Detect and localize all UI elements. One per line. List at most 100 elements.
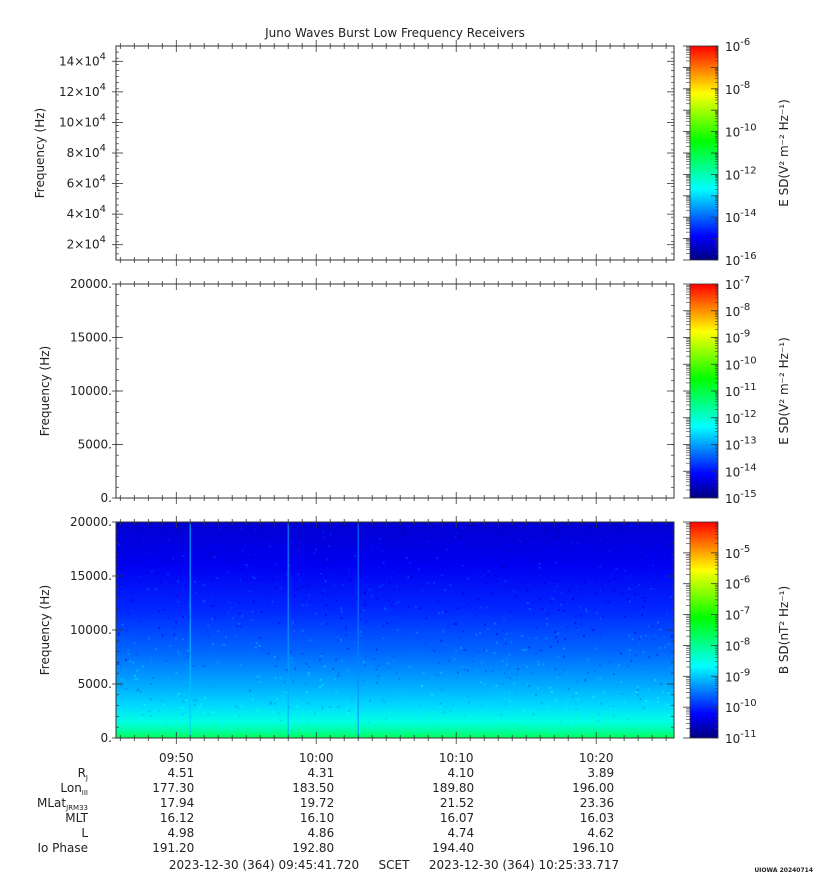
panel-2-colorbar-label: E SD(V² m⁻² Hz⁻¹) [777, 337, 791, 445]
spectrogram-pixel [142, 598, 145, 601]
spectrogram-pixel [640, 714, 643, 717]
spectrogram-pixel [395, 602, 398, 605]
colorbar-tick-label: 10-14 [725, 208, 757, 225]
spectrogram-pixel [563, 735, 565, 738]
spectrogram-pixel [351, 697, 353, 700]
spectrogram-pixel [478, 533, 481, 536]
spectrogram-pixel [251, 610, 254, 613]
ephemeris-value: 189.80 [432, 781, 475, 795]
spectrogram-pixel [422, 563, 425, 566]
spectrogram-pixel [662, 660, 665, 663]
spectrogram-pixel [295, 620, 298, 623]
spectrogram-pixel [618, 691, 620, 694]
spectrogram-pixel [238, 672, 241, 675]
panel-3-colorbar-ticks: 10-11 10-10 10-9 10-8 10-7 10-6 10-5 [683, 521, 757, 746]
spectrogram-pixel [500, 713, 503, 716]
spectrogram-pixel [173, 633, 176, 636]
spectrogram-pixel [208, 685, 211, 688]
panel-1-ytick-labels: 2×104 4×104 6×104 8×104 10×104 12×104 14×104 [59, 51, 106, 251]
spectrogram-pixel [151, 550, 153, 552]
spectrogram-pixel [612, 714, 615, 717]
spectrogram-pixel [604, 600, 607, 603]
spectrogram-pixel [628, 634, 631, 637]
spectrogram-pixel [353, 641, 356, 644]
spectrogram-pixel [620, 592, 623, 595]
spectrogram-pixel [556, 579, 559, 582]
spectrogram-pixel [524, 726, 527, 729]
spectrogram-pixel [376, 577, 379, 580]
spectrogram-pixel [226, 571, 229, 574]
spectrogram-pixel [360, 725, 363, 728]
spectrogram-pixel [530, 710, 533, 713]
spectrogram-pixel [380, 600, 383, 603]
spectrogram-pixel [463, 649, 466, 651]
spectrogram-pixel [425, 643, 428, 646]
spectrogram-pixel [616, 559, 619, 562]
spectrogram-pixel [599, 717, 601, 720]
spectrogram-pixel [368, 721, 370, 724]
spectrogram-pixel [600, 617, 603, 620]
spectrogram-pixel [388, 581, 391, 584]
colorbar-tick-label: 10-11 [725, 382, 757, 399]
spectrogram-pixel [329, 533, 332, 536]
spectrogram-pixel [161, 633, 163, 636]
spectrogram-pixel [637, 642, 640, 645]
spectrogram-pixel [467, 669, 469, 672]
spectrogram-pixel [671, 557, 674, 560]
spectrogram-pixel [187, 649, 190, 652]
spectrogram-pixel [459, 607, 462, 609]
spectrogram-pixel [556, 585, 559, 588]
spectrogram-pixel [659, 634, 662, 637]
spectrogram-pixel [526, 683, 529, 686]
spectrogram-pixel [546, 623, 549, 626]
spectrogram-pixel [650, 543, 653, 546]
spectrogram-pixel [278, 622, 281, 625]
spectrogram-pixel [246, 566, 248, 569]
spectrogram-pixel [488, 636, 491, 638]
spectrogram-pixel [508, 536, 511, 538]
spectrogram-pixel [481, 606, 484, 609]
spectrogram-pixel [637, 694, 639, 697]
spectrogram-pixel [148, 708, 151, 711]
spectrogram-pixel [537, 530, 540, 533]
spectrogram-pixel [317, 712, 320, 715]
spectrogram-pixel [382, 637, 385, 640]
spectrogram-pixel [169, 644, 172, 647]
spectrogram-pixel [332, 542, 335, 545]
panel-1: 2×104 4×104 6×104 8×104 10×104 12×104 14×104 F… [33, 37, 791, 268]
spectrogram-pixel [614, 577, 617, 580]
spectrogram-pixel [287, 565, 290, 568]
spectrogram-pixel [667, 643, 670, 646]
spectrogram-pixel [264, 615, 267, 618]
spectrogram-pixel [428, 726, 431, 729]
spectrogram-pixel [651, 636, 654, 639]
spectrogram-pixel [422, 537, 425, 540]
spectrogram-pixel [219, 554, 222, 557]
spectrogram-pixel [472, 565, 475, 568]
spectrogram-pixel [546, 525, 549, 528]
spectrogram-pixel [517, 541, 520, 544]
spectrogram-pixel [438, 612, 440, 615]
spectrogram-pixel [485, 649, 488, 652]
spectrogram-pixel [500, 706, 502, 709]
spectrogram-pixel [184, 584, 187, 587]
spectrogram-pixel [416, 704, 419, 707]
spectrogram-pixel [624, 615, 627, 618]
panel-3-colorbar-label: B SD(nT² Hz⁻¹) [777, 586, 791, 674]
spectrogram-pixel [562, 647, 565, 650]
spectrogram-pixel [467, 602, 470, 605]
spectrogram-pixel [326, 569, 329, 572]
panel-2-ylabel: Frequency (Hz) [38, 346, 52, 437]
spectrogram-pixel [335, 600, 338, 603]
spectrogram-pixel [175, 595, 178, 598]
spectrogram-pixel [184, 615, 187, 618]
spectrogram-pixel [288, 523, 291, 526]
spectrogram-pixel [636, 685, 639, 688]
spectrogram-pixel [473, 615, 475, 618]
spectrogram-pixel [187, 600, 190, 603]
spectrogram-pixel [177, 529, 180, 532]
spectrogram-pixel [505, 585, 508, 588]
colorbar-tick-label: 10-13 [725, 436, 757, 453]
spectrogram-pixel [286, 691, 289, 694]
spectrogram-pixel [466, 577, 469, 580]
